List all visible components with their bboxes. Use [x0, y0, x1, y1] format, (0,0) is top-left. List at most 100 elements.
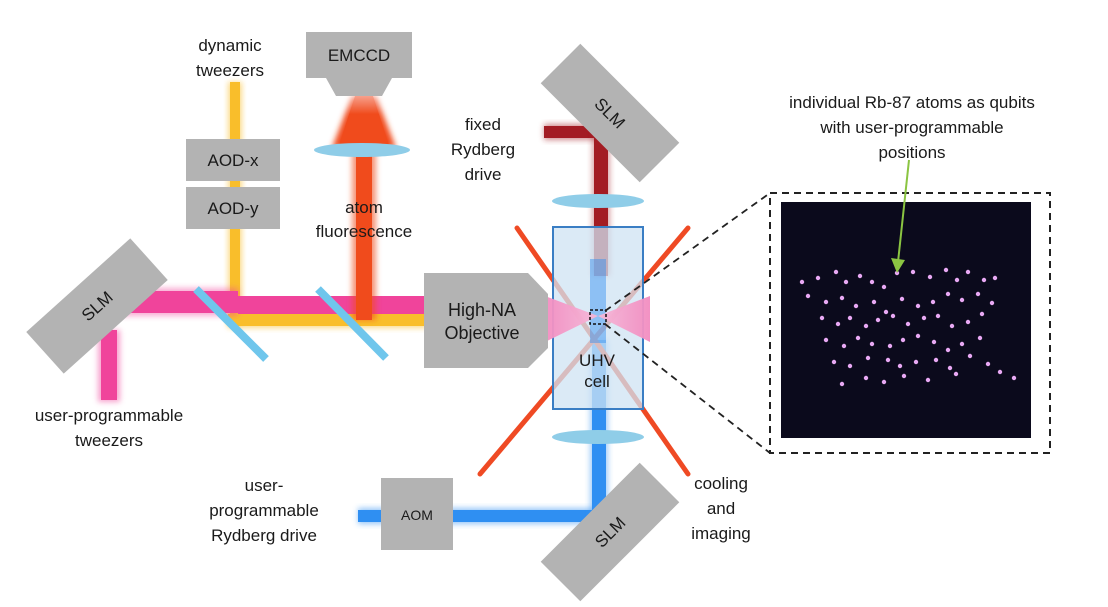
atom-dot	[997, 369, 1003, 375]
user-tweezers-label-line1: user-programmable	[35, 406, 183, 425]
dynamic-tweezers-label-line2: tweezers	[196, 61, 264, 80]
atom-dot	[933, 357, 939, 363]
aod-x-label: AOD-x	[208, 151, 260, 170]
atom-dot	[985, 361, 991, 367]
atom-dot	[947, 365, 953, 371]
atom-dot	[853, 303, 859, 309]
atom-dot	[815, 275, 821, 281]
atom-fluorescence-label-line2: fluorescence	[316, 222, 412, 241]
aod-x: AOD-x	[186, 139, 280, 181]
cooling-label-line2: and	[707, 499, 735, 518]
atom-dot	[799, 279, 805, 285]
cooling-label-line1: cooling	[694, 474, 748, 493]
atom-dot	[915, 303, 921, 309]
atom-dot	[869, 341, 875, 347]
atom-dot	[897, 363, 903, 369]
slm-bottom: SLM	[540, 462, 680, 602]
atom-dot	[953, 371, 959, 377]
atom-dot	[992, 275, 998, 281]
atom-fluorescence-label-line1: atom	[345, 198, 383, 217]
user-tweezers-label-line2: tweezers	[75, 431, 143, 450]
atom-dot	[881, 284, 887, 290]
atoms-caption-line1: individual Rb-87 atoms as qubits	[789, 93, 1035, 112]
atom-dot	[959, 297, 965, 303]
atom-dot	[871, 299, 877, 305]
atom-dot	[823, 299, 829, 305]
dynamic-tweezers-label-line1: dynamic	[198, 36, 262, 55]
atom-dot	[855, 335, 861, 341]
user-rydberg-label-line1: user-	[245, 476, 284, 495]
atom-dot	[805, 293, 811, 299]
atom-dot	[927, 274, 933, 280]
atom-dot	[839, 381, 845, 387]
atom-dot	[930, 299, 936, 305]
atom-dot	[965, 319, 971, 325]
pointer-arrow	[891, 159, 910, 273]
emccd-label: EMCCD	[328, 46, 390, 65]
dichroic-mirror-left	[193, 286, 269, 362]
atom-dot	[843, 279, 849, 285]
uhv-label-line2: cell	[584, 372, 610, 391]
atom-dot	[977, 335, 983, 341]
aom: AOM	[381, 478, 453, 550]
objective-label-line2: Objective	[444, 323, 519, 343]
atom-dot	[945, 347, 951, 353]
objective-label-line1: High-NA	[448, 300, 516, 320]
atom-dot	[839, 295, 845, 301]
atom-dot	[890, 313, 896, 319]
aom-label: AOM	[401, 507, 433, 523]
atom-dot	[979, 311, 985, 317]
atom-dot	[887, 343, 893, 349]
atom-dot	[945, 291, 951, 297]
atom-dot	[841, 343, 847, 349]
atom-dot	[931, 339, 937, 345]
tweezer-focus	[545, 296, 650, 342]
atom-dot	[905, 321, 911, 327]
atom-dot	[913, 359, 919, 365]
atom-dot	[823, 337, 829, 343]
slm-left: SLM	[26, 238, 168, 374]
atom-array-inset	[769, 192, 1051, 454]
atom-dot	[943, 267, 949, 273]
atom-dot	[954, 277, 960, 283]
high-na-objective: High-NA Objective	[424, 273, 548, 368]
atom-image	[781, 202, 1031, 438]
atom-dot	[831, 359, 837, 365]
atom-dot	[975, 291, 981, 297]
atom-dot	[899, 296, 905, 302]
atom-fluorescence-beam	[332, 96, 396, 320]
atom-dot	[901, 373, 907, 379]
uhv-label-line1: UHV	[579, 351, 616, 370]
dichroic-mirror-right	[315, 286, 389, 361]
atoms-caption-line2: with user-programmable	[819, 118, 1003, 137]
atom-dot	[910, 269, 916, 275]
atom-dot	[981, 277, 987, 283]
lens-fluorescence	[314, 143, 410, 157]
user-rydberg-label-line3: Rydberg drive	[211, 526, 317, 545]
atom-dot	[819, 315, 825, 321]
user-rydberg-label-line2: programmable	[209, 501, 319, 520]
atom-dot	[833, 269, 839, 275]
atom-dot	[900, 337, 906, 343]
fixed-rydberg-label-line3: drive	[465, 165, 502, 184]
aod-y: AOD-y	[186, 187, 280, 229]
atom-dot	[881, 379, 887, 385]
slm-top: SLM	[540, 43, 680, 183]
atom-dot	[885, 357, 891, 363]
atom-dot	[865, 355, 871, 361]
emccd-camera: EMCCD	[306, 32, 412, 96]
atom-dot	[875, 317, 881, 323]
fixed-rydberg-label-line2: Rydberg	[451, 140, 515, 159]
atom-dot	[847, 315, 853, 321]
atom-dot	[921, 315, 927, 321]
atom-dot	[1011, 375, 1017, 381]
atom-dots	[799, 267, 1017, 387]
atom-dot	[989, 300, 995, 306]
atom-dot	[965, 269, 971, 275]
atoms-caption-line3: positions	[878, 143, 945, 162]
zoom-lines	[604, 192, 771, 454]
atom-dot	[869, 279, 875, 285]
atom-dot	[925, 377, 931, 383]
atom-dot	[847, 363, 853, 369]
